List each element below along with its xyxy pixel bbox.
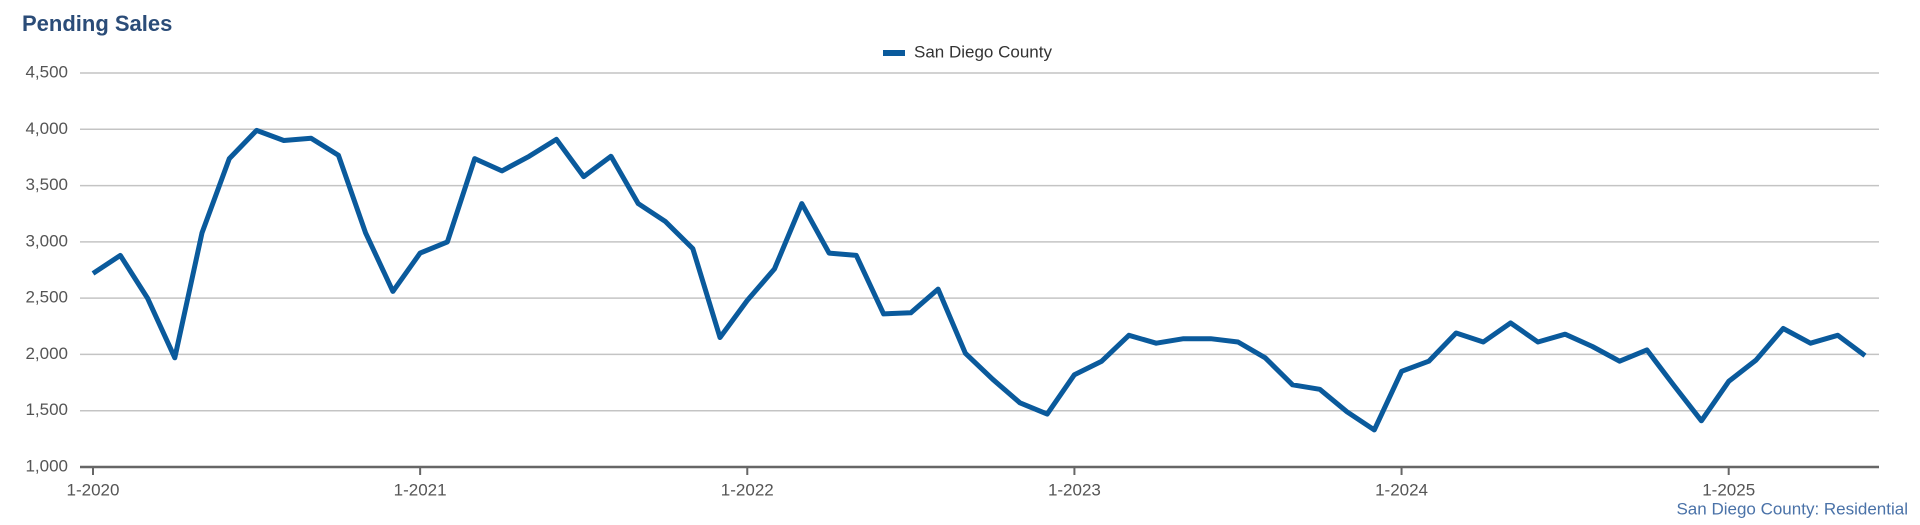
series-line	[91, 127, 1867, 433]
chart-title: Pending Sales	[22, 11, 172, 36]
x-tick-label: 1-2020	[67, 480, 120, 499]
y-tick-label: 4,500	[25, 62, 68, 81]
source-note: San Diego County: Residential	[1676, 499, 1908, 518]
legend-swatch	[883, 50, 905, 56]
x-tick-label: 1-2024	[1375, 480, 1428, 499]
y-tick-label: 1,500	[25, 400, 68, 419]
x-tick-label: 1-2022	[721, 480, 774, 499]
y-tick-label: 4,000	[25, 119, 68, 138]
x-tick-label: 1-2025	[1702, 480, 1755, 499]
y-tick-label: 1,000	[25, 456, 68, 475]
y-tick-label: 3,500	[25, 175, 68, 194]
x-tick-label: 1-2023	[1048, 480, 1101, 499]
y-tick-label: 3,000	[25, 231, 68, 250]
y-tick-label: 2,500	[25, 288, 68, 307]
legend-label: San Diego County	[914, 42, 1052, 61]
y-tick-label: 2,000	[25, 344, 68, 363]
x-tick-label: 1-2021	[394, 480, 447, 499]
